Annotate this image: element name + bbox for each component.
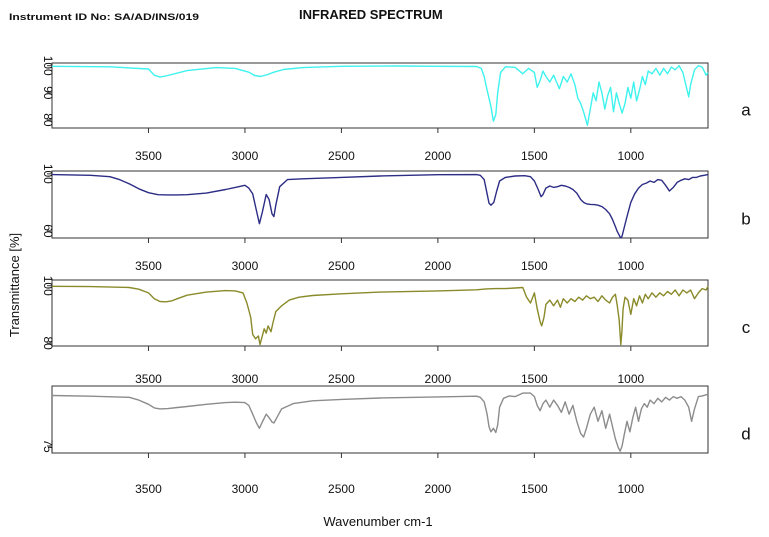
spectrum-line-a bbox=[51, 65, 709, 126]
spectrum-panel-c: 100 80 3500 3000 2500 2000 1500 1000 c bbox=[41, 276, 751, 386]
plot-frame bbox=[51, 385, 709, 454]
x-tick-label: 3500 bbox=[135, 372, 162, 386]
y-tick-label: 60 bbox=[41, 224, 55, 238]
x-tick-label: 2000 bbox=[425, 482, 452, 496]
spectrum-line-c bbox=[51, 285, 709, 346]
x-tick-label: 1500 bbox=[521, 372, 548, 386]
x-tick-label: 2500 bbox=[328, 149, 355, 163]
x-tick-label: 3500 bbox=[135, 149, 162, 163]
y-tick-label: 100 bbox=[41, 164, 55, 184]
plot-frame bbox=[51, 279, 709, 347]
x-tick-label: 2500 bbox=[328, 482, 355, 496]
x-tick-label: 2000 bbox=[425, 149, 452, 163]
panel-label-d: d bbox=[741, 425, 750, 444]
spectrum-line-b bbox=[51, 173, 709, 239]
x-tick-label: 3000 bbox=[232, 259, 259, 273]
x-tick-label: 2500 bbox=[328, 372, 355, 386]
x-tick-label: 3000 bbox=[232, 482, 259, 496]
spectrum-panels: 100 90 80 3500 3000 2500 2000 1500 1000 a 100 60 350… bbox=[41, 56, 751, 496]
y-tick-label: 90 bbox=[41, 86, 55, 100]
x-tick-label: 1500 bbox=[521, 482, 548, 496]
x-tick-label: 1500 bbox=[521, 259, 548, 273]
x-tick-label: 2000 bbox=[425, 259, 452, 273]
plot-frame bbox=[51, 170, 709, 239]
y-tick-label: 80 bbox=[41, 336, 55, 350]
panel-label-a: a bbox=[741, 101, 751, 120]
instrument-id: Instrument ID No: SA/AD/INS/019 bbox=[9, 12, 199, 22]
x-tick-label: 3000 bbox=[232, 372, 259, 386]
x-tick-label: 3500 bbox=[135, 259, 162, 273]
spectrum-panel-d: 75 3500 3000 2500 2000 1500 1000 d bbox=[41, 385, 751, 496]
spectrum-line-d bbox=[51, 392, 709, 452]
chart-title: INFRARED SPECTRUM bbox=[299, 7, 443, 22]
y-tick-label: 75 bbox=[41, 439, 55, 453]
x-tick-label: 3500 bbox=[135, 482, 162, 496]
x-tick-label: 1000 bbox=[617, 259, 644, 273]
x-tick-label: 1000 bbox=[617, 149, 644, 163]
panel-label-c: c bbox=[742, 318, 751, 337]
x-axis-label: Wavenumber cm-1 bbox=[323, 514, 432, 529]
y-tick-label: 100 bbox=[41, 276, 55, 296]
panel-label-b: b bbox=[741, 210, 750, 229]
x-tick-label: 2000 bbox=[425, 372, 452, 386]
x-tick-label: 1500 bbox=[521, 149, 548, 163]
x-tick-label: 1000 bbox=[617, 372, 644, 386]
y-tick-label: 80 bbox=[41, 113, 55, 127]
y-tick-label: 100 bbox=[41, 56, 55, 76]
y-axis-label: Transmittance [%] bbox=[7, 233, 22, 337]
spectrum-panel-a: 100 90 80 3500 3000 2500 2000 1500 1000 a bbox=[41, 56, 751, 163]
plot-frame bbox=[51, 62, 709, 129]
x-tick-label: 3000 bbox=[232, 149, 259, 163]
x-tick-label: 1000 bbox=[617, 482, 644, 496]
x-tick-label: 2500 bbox=[328, 259, 355, 273]
spectrum-panel-b: 100 60 3500 3000 2500 2000 1500 1000 b bbox=[41, 164, 751, 273]
